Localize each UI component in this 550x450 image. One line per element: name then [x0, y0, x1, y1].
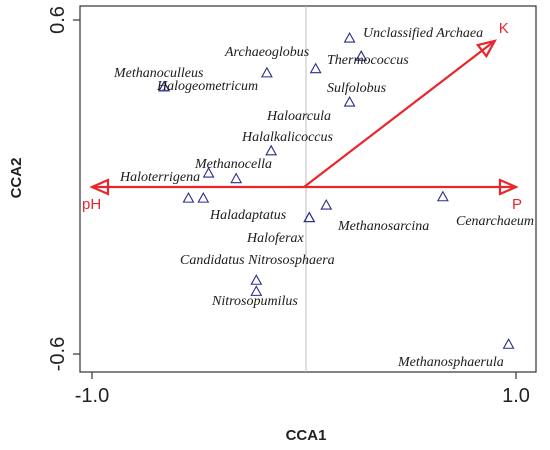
- vectors-layer: KpH P: [82, 20, 522, 213]
- triangle-point: [197, 192, 210, 203]
- species-label: Unclassified Archaea: [363, 26, 483, 41]
- species-label: Methanosarcina: [337, 219, 429, 234]
- species-label: Haloterrigena: [119, 170, 200, 185]
- triangle-point: [502, 338, 515, 349]
- triangle-point: [230, 172, 243, 184]
- y-tick-label: 0.6: [47, 6, 69, 34]
- vector-k-line: [303, 40, 496, 188]
- triangle-point: [309, 62, 322, 74]
- triangle-point: [355, 50, 368, 61]
- points-layer: [158, 31, 515, 349]
- triangle-point: [343, 95, 356, 107]
- species-label: Nitrosopumilus: [211, 294, 298, 309]
- triangle-point: [250, 274, 263, 285]
- x-tick-label: 1.0: [502, 385, 530, 407]
- vector-label-k: K: [499, 20, 509, 37]
- species-label: Halalkalicoccus: [241, 130, 334, 145]
- vector-label-ph: pH: [82, 196, 101, 213]
- vector-k-arrowhead: [475, 39, 497, 59]
- ticks-layer: -1.0 1.0 0.6 -0.6: [47, 6, 530, 407]
- species-label: Methanosphaerula: [397, 355, 504, 370]
- vector-ph-arrowhead: [89, 178, 110, 196]
- species-labels-layer: Unclassified Archaea Thermococcus Archaeog…: [113, 26, 534, 370]
- species-label: Haloferax: [246, 231, 305, 246]
- triangle-point: [202, 166, 215, 178]
- species-label: Methanoculleus: [113, 66, 204, 81]
- y-tick-label: -0.6: [47, 337, 69, 371]
- x-tick-label: -1.0: [75, 385, 109, 407]
- triangle-point: [265, 144, 278, 156]
- triangle-point: [250, 285, 263, 296]
- species-label: Halogeometricum: [156, 79, 258, 94]
- plot-frame: [79, 5, 537, 373]
- species-label: Cenarchaeum: [456, 214, 534, 229]
- y-axis-title: CCA2: [8, 158, 25, 199]
- species-label: Haladaptatus: [209, 208, 287, 223]
- species-label: Sulfolobus: [327, 81, 387, 96]
- triangle-point: [320, 198, 333, 210]
- species-label: Archaeoglobus: [224, 45, 310, 60]
- species-label: Methanocella: [194, 157, 272, 172]
- triangle-point: [158, 80, 171, 92]
- triangle-point: [260, 66, 273, 78]
- species-label: Thermococcus: [327, 53, 409, 68]
- triangle-point: [436, 190, 449, 202]
- x-axis-title: CCA1: [286, 427, 327, 444]
- species-label: Haloarcula: [266, 109, 331, 124]
- triangle-point: [343, 31, 356, 43]
- triangle-point: [303, 211, 316, 223]
- triangle-point: [182, 192, 195, 203]
- species-label: Candidatus Nitrososphaera: [180, 253, 335, 268]
- vector-p-arrowhead: [498, 178, 519, 196]
- vector-label-p: P: [512, 196, 522, 213]
